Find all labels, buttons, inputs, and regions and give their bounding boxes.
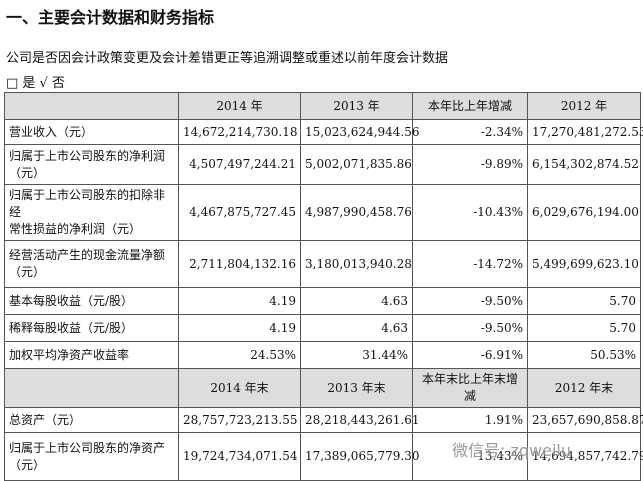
- table-row: 加权平均净资产收益率 24.53% 31.44% -6.91% 50.53%: [4, 341, 641, 369]
- table-row: 归属于上市公司股东的扣除非经 常性损益的净利润（元） 4,467,875,727.…: [4, 184, 641, 241]
- cell: 4,467,875,727.45: [178, 184, 301, 241]
- table-row: 总资产（元） 28,757,723,213.55 28,218,443,261.61…: [4, 407, 643, 433]
- cell: 23,657,690,858.87: [527, 407, 643, 433]
- row-label: 营业收入（元）: [4, 119, 179, 145]
- cell: -9.50%: [412, 314, 528, 342]
- row-label: 基本每股收益（元/股）: [4, 287, 179, 315]
- cell: -6.91%: [412, 341, 528, 369]
- cell: -14.72%: [412, 240, 528, 288]
- row-label: 总资产（元）: [4, 407, 179, 433]
- row-label: 归属于上市公司股东的净资产 （元）: [4, 432, 179, 481]
- cell: 3,180,013,940.28: [300, 240, 413, 288]
- cell: 本年比上年增减: [412, 92, 528, 120]
- cell: -10.43%: [412, 184, 528, 241]
- table-row: 营业收入（元） 14,672,214,730.18 15,023,624,944.5…: [4, 119, 643, 145]
- cell: 50.53%: [527, 341, 641, 369]
- cell: 2012 年末: [527, 368, 641, 408]
- cell: 4.63: [300, 287, 413, 315]
- cell: 19,724,734,071.54: [178, 432, 301, 481]
- cell: 6,029,676,194.00: [527, 184, 641, 241]
- cell: 2012 年: [527, 92, 641, 120]
- cell: 2,711,804,132.16: [178, 240, 301, 288]
- cell: 15,023,624,944.56: [300, 119, 420, 145]
- cell: 2014 年末: [178, 368, 301, 408]
- cell: 5.70: [527, 314, 641, 342]
- table-row: 基本每股收益（元/股） 4.19 4.63 -9.50% 5.70: [4, 287, 641, 315]
- cell: 5.70: [527, 287, 641, 315]
- options: □ 是 √ 否: [6, 76, 65, 91]
- cell: 2013 年末: [300, 368, 413, 408]
- cell: 4,987,990,458.76: [300, 184, 413, 241]
- watermark: 微信号: zqweilu: [452, 441, 571, 460]
- cell: 4,507,497,244.21: [178, 144, 301, 185]
- table: 2014 年 2013 年本年比上年增减 2012 年营业收入（元） 14,672,2…: [4, 92, 643, 481]
- row-label: 稀释每股收益（元/股）: [4, 314, 179, 342]
- cell: 28,218,443,261.61: [300, 407, 420, 433]
- cell: 17,270,481,272.53: [527, 119, 643, 145]
- cell: -9.50%: [412, 287, 528, 315]
- cell: 31.44%: [300, 341, 413, 369]
- cell: 2014 年: [178, 92, 301, 120]
- table-row: 2014 年末 2013 年末 本年末比上年末增减 2012 年末: [4, 368, 641, 408]
- row-label: [4, 92, 179, 120]
- cell: 6,154,302,874.52: [527, 144, 641, 185]
- cell: 2013 年: [300, 92, 413, 120]
- cell: 28,757,723,213.55: [178, 407, 301, 433]
- notice: 公司是否因会计政策变更及会计差错更正等追溯调整或重述以前年度会计数据: [6, 51, 449, 66]
- cell: -2.34%: [412, 119, 528, 145]
- table-row: 稀释每股收益（元/股） 4.19 4.63 -9.50% 5.70: [4, 314, 641, 342]
- cell: 4.19: [178, 287, 301, 315]
- cell: 24.53%: [178, 341, 301, 369]
- cell: 17,389,065,779.30: [300, 432, 420, 481]
- table-row: 经营活动产生的现金流量净额 （元） 2,711,804,132.16 3,180,0…: [4, 240, 641, 288]
- cell: 5,499,699,623.10: [527, 240, 641, 288]
- title: 一、主要会计数据和财务指标: [6, 8, 215, 27]
- row-label: 经营活动产生的现金流量净额 （元）: [4, 240, 179, 288]
- cell: -9.89%: [412, 144, 528, 185]
- row-label: [4, 368, 179, 408]
- cell: 14,672,214,730.18: [178, 119, 301, 145]
- row-label: 归属于上市公司股东的扣除非经 常性损益的净利润（元）: [4, 184, 179, 241]
- cell: 1.91%: [412, 407, 528, 433]
- table-row: 归属于上市公司股东的净利润 （元） 4,507,497,244.21 5,002,0…: [4, 144, 641, 185]
- table-row: 2014 年 2013 年本年比上年增减 2012 年: [4, 92, 641, 120]
- cell: 4.63: [300, 314, 413, 342]
- cell: 本年末比上年末增减: [412, 368, 528, 408]
- row-label: 归属于上市公司股东的净利润 （元）: [4, 144, 179, 185]
- cell: 5,002,071,835.86: [300, 144, 413, 185]
- row-label: 加权平均净资产收益率: [4, 341, 179, 369]
- cell: 4.19: [178, 314, 301, 342]
